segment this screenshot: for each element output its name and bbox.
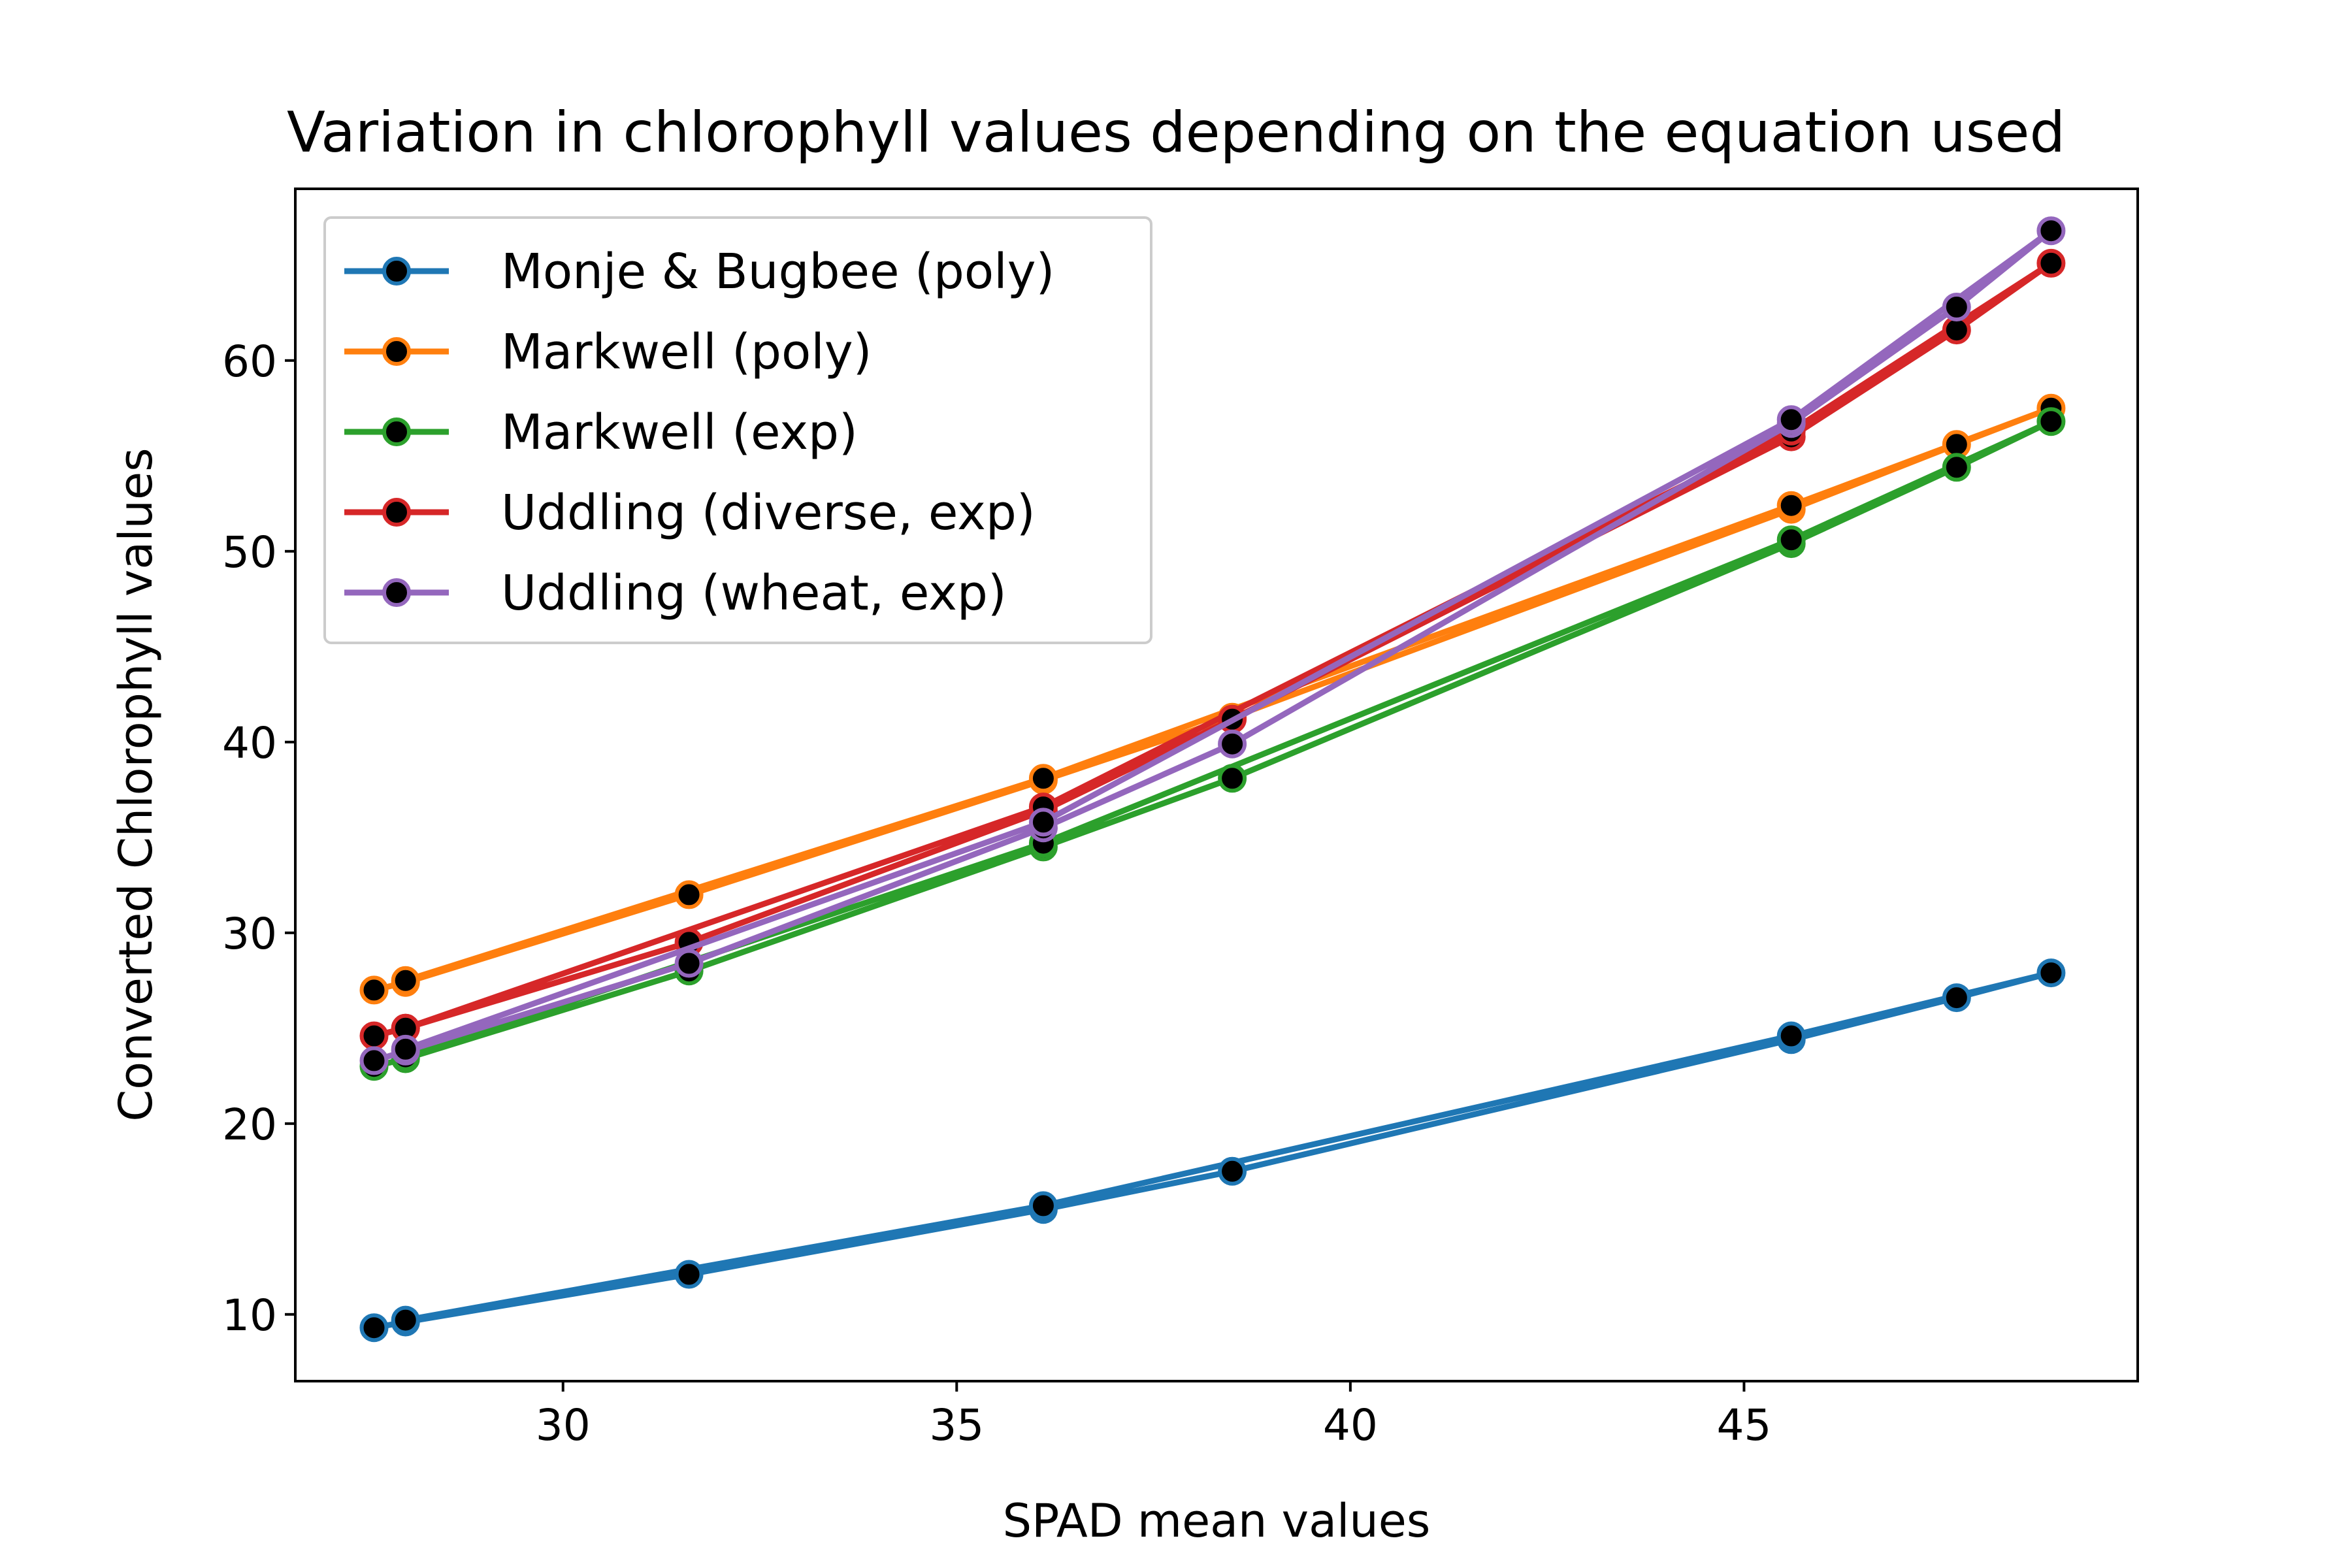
legend-marker bbox=[382, 498, 411, 527]
series-layer bbox=[359, 216, 2066, 1343]
data-point bbox=[1776, 1021, 1806, 1051]
legend-label: Monje & Bugbee (poly) bbox=[501, 244, 1054, 300]
data-point bbox=[1776, 491, 1806, 520]
plot-frame bbox=[294, 188, 2139, 1382]
data-point bbox=[674, 949, 704, 978]
x-axis: 30 35 40 45 bbox=[536, 1381, 1771, 1450]
data-point bbox=[1028, 808, 1058, 837]
series-0 bbox=[359, 958, 2066, 1343]
data-point bbox=[391, 1034, 420, 1064]
x-axis-label: SPAD mean values bbox=[1003, 1494, 1431, 1548]
y-tick-label: 40 bbox=[222, 718, 277, 768]
legend-item: Markwell (poly) bbox=[344, 324, 872, 380]
data-point bbox=[1218, 764, 1247, 793]
y-axis-label: Converted Chlorophyll values bbox=[109, 448, 163, 1121]
x-tick-label: 45 bbox=[1716, 1400, 1771, 1450]
data-point bbox=[359, 975, 389, 1005]
legend-label: Uddling (diverse, exp) bbox=[501, 485, 1036, 541]
legend-label: Markwell (exp) bbox=[501, 404, 858, 461]
y-tick-label: 10 bbox=[222, 1290, 277, 1341]
data-point bbox=[359, 1046, 389, 1075]
y-axis: 10 20 30 40 50 60 bbox=[222, 336, 295, 1341]
y-tick-label: 50 bbox=[222, 527, 277, 578]
legend-marker bbox=[382, 578, 411, 607]
y-tick-label: 20 bbox=[222, 1100, 277, 1150]
data-point bbox=[1028, 1191, 1058, 1220]
y-tick-label: 30 bbox=[222, 909, 277, 959]
x-tick-label: 30 bbox=[536, 1400, 591, 1450]
legend-item: Uddling (diverse, exp) bbox=[344, 485, 1036, 541]
data-point bbox=[1942, 983, 1971, 1013]
data-point bbox=[1942, 453, 1971, 482]
x-tick-label: 35 bbox=[929, 1400, 984, 1450]
data-point bbox=[1942, 293, 1971, 321]
legend: Monje & Bugbee (poly) Markwell (poly) Mark… bbox=[323, 216, 1152, 644]
y-tick-label: 60 bbox=[222, 336, 277, 387]
data-point bbox=[1218, 1156, 1247, 1186]
legend-marker bbox=[382, 417, 411, 446]
legend-item: Uddling (wheat, exp) bbox=[344, 565, 1007, 621]
legend-item: Markwell (exp) bbox=[344, 404, 858, 461]
data-point bbox=[359, 1021, 389, 1051]
x-tick-label: 40 bbox=[1323, 1400, 1378, 1450]
legend-box bbox=[323, 216, 1152, 644]
data-point bbox=[1776, 525, 1806, 555]
data-point bbox=[391, 966, 420, 995]
data-point bbox=[2036, 958, 2066, 988]
legend-marker bbox=[382, 257, 411, 286]
data-point bbox=[1776, 405, 1806, 434]
data-point bbox=[391, 1305, 420, 1335]
legend-label: Uddling (wheat, exp) bbox=[501, 565, 1007, 621]
data-point bbox=[2036, 407, 2066, 436]
data-point bbox=[1028, 764, 1058, 793]
series-4 bbox=[359, 216, 2066, 1075]
chart-title: Variation in chlorophyll values dependin… bbox=[287, 100, 2065, 165]
legend-item: Monje & Bugbee (poly) bbox=[344, 244, 1054, 300]
legend-marker bbox=[382, 337, 411, 366]
data-point bbox=[359, 1313, 389, 1343]
data-point bbox=[674, 880, 704, 909]
data-point bbox=[2036, 216, 2066, 246]
legend-label: Markwell (poly) bbox=[501, 324, 872, 380]
data-point bbox=[2036, 248, 2066, 278]
data-point bbox=[674, 1260, 704, 1289]
plot-area: 30 35 40 45 10 20 30 40 50 60 bbox=[222, 188, 2139, 1450]
data-point bbox=[1218, 729, 1247, 759]
